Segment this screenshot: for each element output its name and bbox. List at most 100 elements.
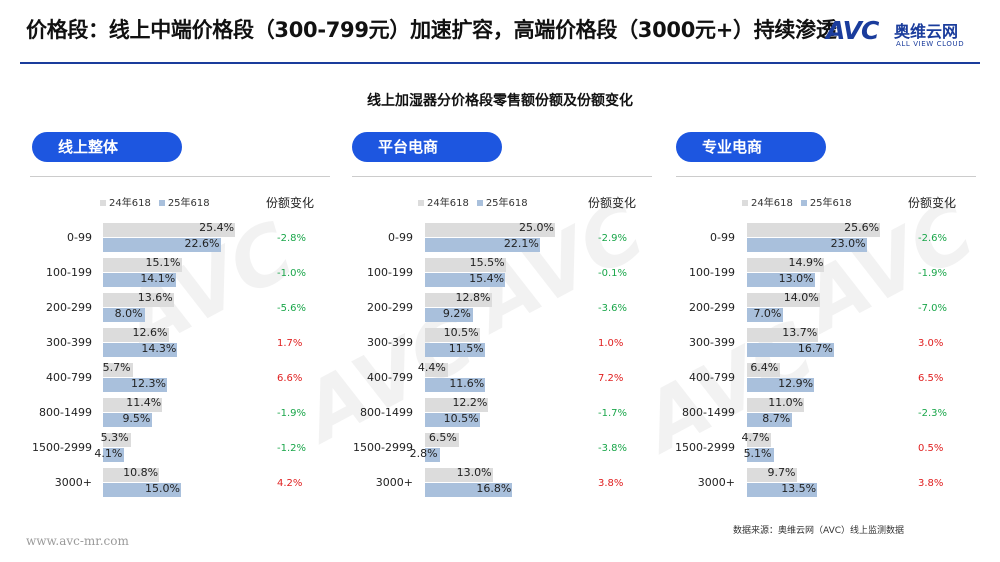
- share-change-value: -1.9%: [277, 408, 307, 419]
- data-label-2025: 14.3%: [141, 342, 177, 355]
- bar-2025: [747, 273, 815, 287]
- share-change-value: -7.0%: [918, 303, 948, 314]
- data-label-2025: 4.1%: [94, 447, 123, 460]
- bar-2024: [103, 293, 174, 307]
- bar-2025: [103, 413, 153, 427]
- share-change-value: -1.0%: [277, 268, 307, 279]
- category-label: 300-399: [367, 336, 413, 349]
- bar-2025: [425, 308, 473, 322]
- data-label-2025: 12.9%: [778, 377, 814, 390]
- bar-2025: [747, 448, 774, 462]
- bar-2025: [425, 343, 485, 357]
- bar-2025: [425, 273, 506, 287]
- panel-title-pill: 线上整体: [32, 132, 182, 162]
- category-label: 200-299: [46, 301, 92, 314]
- bar-2025: [425, 378, 486, 392]
- data-label-2024: 15.1%: [145, 256, 181, 269]
- category-label: 400-799: [46, 371, 92, 384]
- legend-swatch-2024: [418, 200, 424, 206]
- data-label-2025: 12.3%: [130, 377, 166, 390]
- data-label-2025: 9.5%: [122, 412, 151, 425]
- category-label: 0-99: [710, 231, 735, 244]
- legend-label-2024: 24年618: [751, 198, 793, 209]
- bar-2025: [747, 238, 867, 252]
- data-label-2025: 13.0%: [778, 272, 814, 285]
- bar-2025: [103, 308, 145, 322]
- bar-2025: [747, 378, 815, 392]
- data-label-2025: 15.4%: [469, 272, 505, 285]
- bar-2024: [425, 363, 448, 377]
- chart-legend: 24年618 25年618: [100, 194, 218, 209]
- bar-2024: [747, 223, 881, 237]
- category-label: 0-99: [67, 231, 92, 244]
- share-change-value: -2.6%: [918, 233, 948, 244]
- legend-swatch-2025: [800, 200, 807, 206]
- bar-2024: [747, 293, 820, 307]
- category-label: 800-1499: [682, 406, 735, 419]
- category-label: 800-1499: [39, 406, 92, 419]
- data-label-2025: 8.7%: [762, 412, 791, 425]
- category-label: 400-799: [367, 371, 413, 384]
- data-label-2024: 13.7%: [782, 326, 818, 339]
- category-label: 3000+: [375, 476, 413, 489]
- chart-legend: 24年618 25年618: [742, 194, 860, 209]
- data-label-2024: 12.8%: [455, 291, 491, 304]
- data-label-2024: 5.7%: [102, 361, 131, 374]
- share-change-value: 1.7%: [277, 338, 303, 349]
- data-label-2025: 7.0%: [753, 307, 782, 320]
- logo-en-text: ALL VIEW CLOUD: [896, 40, 965, 48]
- bar-2025: [103, 448, 125, 462]
- data-label-2024: 10.5%: [443, 326, 479, 339]
- panel-title-pill: 平台电商: [352, 132, 502, 162]
- data-label-2024: 12.6%: [132, 326, 168, 339]
- bar-2025: [103, 238, 221, 252]
- category-label: 800-1499: [360, 406, 413, 419]
- data-label-2025: 2.8%: [409, 447, 438, 460]
- legend-swatch-2024: [742, 200, 748, 206]
- category-label: 3000+: [54, 476, 92, 489]
- data-label-2024: 5.3%: [100, 431, 129, 444]
- share-change-value: 3.0%: [918, 338, 944, 349]
- bar-2025: [425, 413, 480, 427]
- data-source-note: 数据来源：奥维云网（AVC）线上监测数据: [733, 526, 905, 536]
- share-change-value: -2.8%: [277, 233, 307, 244]
- data-label-2025: 16.8%: [476, 482, 512, 495]
- share-change-value: 4.2%: [277, 478, 303, 489]
- data-label-2024: 25.4%: [199, 221, 235, 234]
- category-label: 400-799: [689, 371, 735, 384]
- bar-2024: [103, 363, 133, 377]
- bar-2024: [103, 328, 169, 342]
- legend-item-2024: 24年618: [100, 198, 151, 209]
- change-column-header: 份额变化: [908, 196, 957, 210]
- data-label-2025: 22.6%: [184, 237, 220, 250]
- panel-title-pill: 专业电商: [676, 132, 826, 162]
- change-column-header: 份额变化: [266, 196, 315, 210]
- data-label-2024: 13.6%: [137, 291, 173, 304]
- share-change-value: -1.2%: [277, 443, 307, 454]
- data-label-2024: 11.0%: [768, 396, 804, 409]
- share-change-value: 6.6%: [277, 373, 303, 384]
- bar-2024: [425, 258, 506, 272]
- bar-2025: [747, 413, 793, 427]
- data-label-2024: 4.7%: [741, 431, 770, 444]
- data-label-2024: 11.4%: [126, 396, 162, 409]
- legend-item-2025: 25年618: [476, 198, 528, 209]
- legend-label-2025: 25年618: [809, 198, 852, 209]
- data-label-2025: 5.1%: [743, 447, 772, 460]
- data-label-2024: 14.0%: [783, 291, 819, 304]
- bar-2024: [747, 328, 819, 342]
- legend-swatch-2025: [476, 200, 483, 206]
- category-label: 200-299: [367, 301, 413, 314]
- website-url[interactable]: www.avc-mr.com: [26, 534, 129, 548]
- category-label: 100-199: [367, 266, 413, 279]
- bar-2025: [747, 308, 784, 322]
- data-label-2025: 15.0%: [145, 482, 180, 495]
- bar-2024: [103, 433, 131, 447]
- data-label-2024: 6.4%: [750, 361, 779, 374]
- data-label-2025: 11.5%: [448, 342, 484, 355]
- bar-2024: [747, 363, 781, 377]
- share-change-value: -1.9%: [918, 268, 948, 279]
- data-label-2024: 10.8%: [123, 466, 159, 479]
- legend-swatch-2024: [100, 200, 106, 206]
- share-change-value: -0.1%: [598, 268, 628, 279]
